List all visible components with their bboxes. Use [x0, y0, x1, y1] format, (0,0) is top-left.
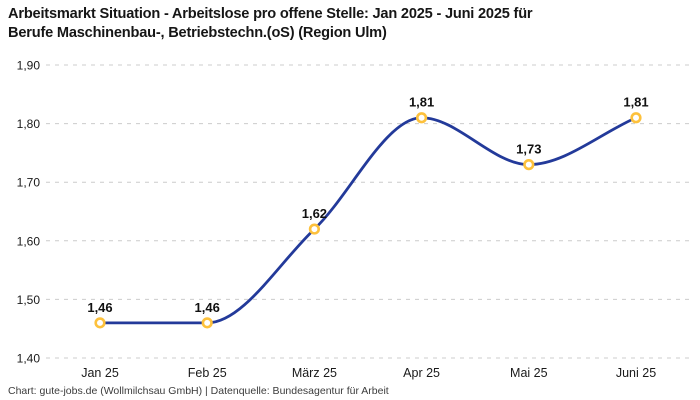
y-axis-tick-label: 1,50: [17, 293, 41, 307]
y-axis-tick-label: 1,40: [17, 352, 41, 366]
data-point-marker[interactable]: [523, 159, 535, 171]
data-point-label: 1,73: [516, 142, 541, 157]
data-point-label: 1,81: [409, 95, 434, 110]
data-point-label: 1,62: [302, 206, 327, 221]
y-axis-tick-label: 1,80: [17, 117, 41, 131]
chart-title-line1: Arbeitsmarkt Situation - Arbeitslose pro…: [8, 6, 533, 22]
y-axis-tick-label: 1,90: [17, 59, 41, 73]
y-axis-tick-label: 1,60: [17, 234, 41, 248]
x-axis-label: März 25: [292, 366, 337, 380]
y-axis-tick-label: 1,70: [17, 176, 41, 190]
data-point-marker[interactable]: [201, 317, 213, 329]
x-axis-label: Feb 25: [188, 366, 227, 380]
data-point-label: 1,46: [195, 300, 220, 315]
data-point-label: 1,81: [623, 95, 648, 110]
x-axis-label: Apr 25: [403, 366, 440, 380]
data-point-marker[interactable]: [630, 112, 642, 124]
chart-credit: Chart: gute-jobs.de (Wollmilchsau GmbH) …: [8, 385, 389, 397]
x-axis-label: Mai 25: [510, 366, 548, 380]
chart-line: [98, 116, 638, 325]
data-point-marker[interactable]: [416, 112, 428, 124]
chart-title: Arbeitsmarkt Situation - Arbeitslose pro…: [8, 5, 692, 43]
x-axis-label: Jan 25: [81, 366, 119, 380]
data-point-marker[interactable]: [308, 223, 321, 235]
data-point-label: 1,46: [87, 300, 112, 315]
chart-title-line2: Berufe Maschinenbau-, Betriebstechn.(oS)…: [8, 25, 387, 41]
data-point-marker[interactable]: [94, 317, 106, 329]
x-axis-label: Juni 25: [616, 366, 656, 380]
